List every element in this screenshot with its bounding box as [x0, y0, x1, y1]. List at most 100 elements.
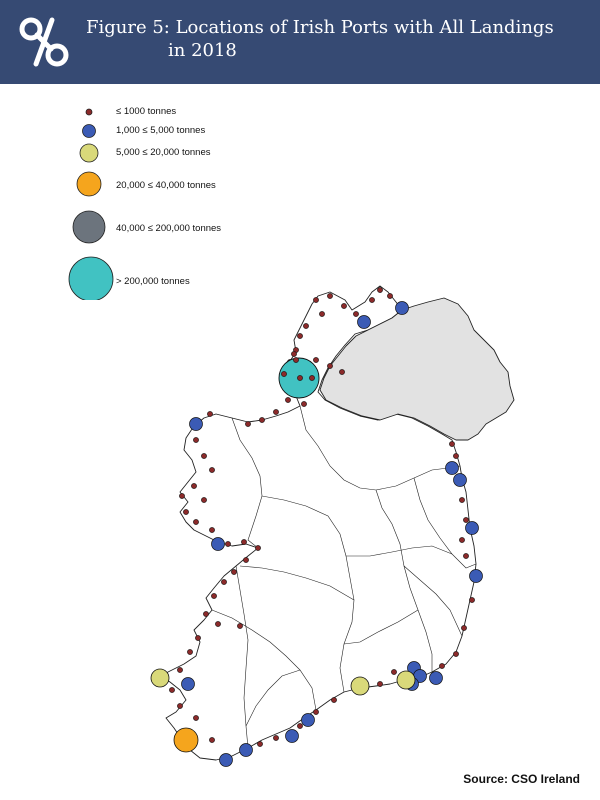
port-small: [461, 625, 467, 631]
port-small: [193, 519, 199, 525]
port-small: [469, 597, 475, 603]
port-medium: [357, 315, 371, 329]
legend-label-5: 40,000 ≤ 200,000 tonnes: [116, 223, 222, 234]
port-medium: [445, 461, 459, 475]
port-small: [291, 351, 297, 357]
port-small: [255, 545, 261, 551]
port-large: [396, 670, 416, 690]
port-medium: [465, 521, 479, 535]
port-small: [297, 333, 303, 339]
port-small: [195, 635, 201, 641]
port-small: [209, 737, 215, 743]
title-line-1: Figure 5: Locations of Irish Ports with …: [86, 17, 554, 38]
port-small: [193, 437, 199, 443]
large-ports: [150, 668, 416, 696]
port-small: [273, 409, 279, 415]
port-small: [453, 453, 459, 459]
port-small: [225, 541, 231, 547]
port-small: [207, 411, 213, 417]
port-small: [259, 417, 265, 423]
port-medium: [285, 729, 299, 743]
legend-symbol-6: [68, 256, 114, 300]
port-medium: [219, 753, 233, 767]
port-medium: [395, 301, 409, 315]
major-port-dots: [281, 357, 315, 381]
port-small: [369, 297, 375, 303]
legend-symbol-4: [76, 171, 102, 197]
port-small: [459, 537, 465, 543]
ireland-map: [150, 285, 515, 767]
port-small: [177, 703, 183, 709]
port-small: [341, 303, 347, 309]
port-small: [319, 311, 325, 317]
port-small: [179, 493, 185, 499]
port-medium: [239, 743, 253, 757]
legend-label-1: ≤ 1000 tonnes: [116, 106, 177, 117]
port-small: [439, 663, 445, 669]
medium-ports: [181, 301, 483, 767]
port-small: [313, 709, 319, 715]
port-small: [257, 741, 263, 747]
legend-label-4: 20,000 ≤ 40,000 tonnes: [116, 180, 216, 191]
port-small: [221, 579, 227, 585]
port-large: [150, 668, 170, 688]
port-small: [187, 649, 193, 655]
port-small: [463, 553, 469, 559]
port-small: [169, 687, 175, 693]
title-line-2: in 2018: [168, 40, 237, 61]
port-small: [449, 441, 455, 447]
port-small: [201, 453, 207, 459]
port-small: [201, 497, 207, 503]
port-small: [215, 621, 221, 627]
port-small: [301, 401, 307, 407]
source-note: Source: CSO Ireland: [463, 772, 580, 786]
port-small: [177, 667, 183, 673]
port-small: [209, 467, 215, 473]
legend-label-3: 5,000 ≤ 20,000 tonnes: [116, 147, 211, 158]
port-small: [327, 293, 333, 299]
port-medium: [211, 537, 225, 551]
figure-title: Figure 5: Locations of Irish Ports with …: [86, 16, 586, 62]
port-small: [237, 623, 243, 629]
port-small: [377, 287, 383, 293]
port-small: [459, 497, 465, 503]
port-small: [377, 681, 383, 687]
port-small: [245, 421, 251, 427]
port-small: [183, 509, 189, 515]
port-small: [211, 593, 217, 599]
port-small: [339, 369, 345, 375]
port-small: [285, 397, 291, 403]
port-small: [243, 557, 249, 563]
port-small: [273, 735, 279, 741]
port-medium: [429, 671, 443, 685]
port-medium: [189, 417, 203, 431]
port-small: [303, 323, 309, 329]
legend-symbol-1: [85, 108, 93, 116]
port-medium: [181, 677, 195, 691]
port-small: [313, 297, 319, 303]
northern-ireland: [319, 297, 515, 441]
legend-symbols: [68, 108, 114, 300]
port-small: [391, 669, 397, 675]
port-small: [193, 715, 199, 721]
port-small: [203, 611, 209, 617]
county-boundaries: [211, 405, 477, 749]
port-small: [191, 483, 197, 489]
port-small: [353, 311, 359, 317]
port-small: [209, 527, 215, 533]
port-small: [463, 517, 469, 523]
legend-symbol-2: [82, 124, 96, 138]
port-very-large: [173, 727, 199, 753]
header-bar: Figure 5: Locations of Irish Ports with …: [0, 0, 600, 84]
port-small: [331, 697, 337, 703]
cso-logo-icon: [19, 17, 69, 67]
port-small: [297, 723, 303, 729]
legend-symbol-5: [72, 210, 106, 244]
port-medium: [453, 473, 467, 487]
small-ports: [169, 287, 475, 747]
port-small: [453, 651, 459, 657]
port-large: [350, 676, 370, 696]
legend: ≤ 1000 tonnes 1,000 ≤ 5,000 tonnes 5,000…: [60, 100, 320, 300]
port-small: [241, 539, 247, 545]
legend-symbol-3: [79, 143, 99, 163]
